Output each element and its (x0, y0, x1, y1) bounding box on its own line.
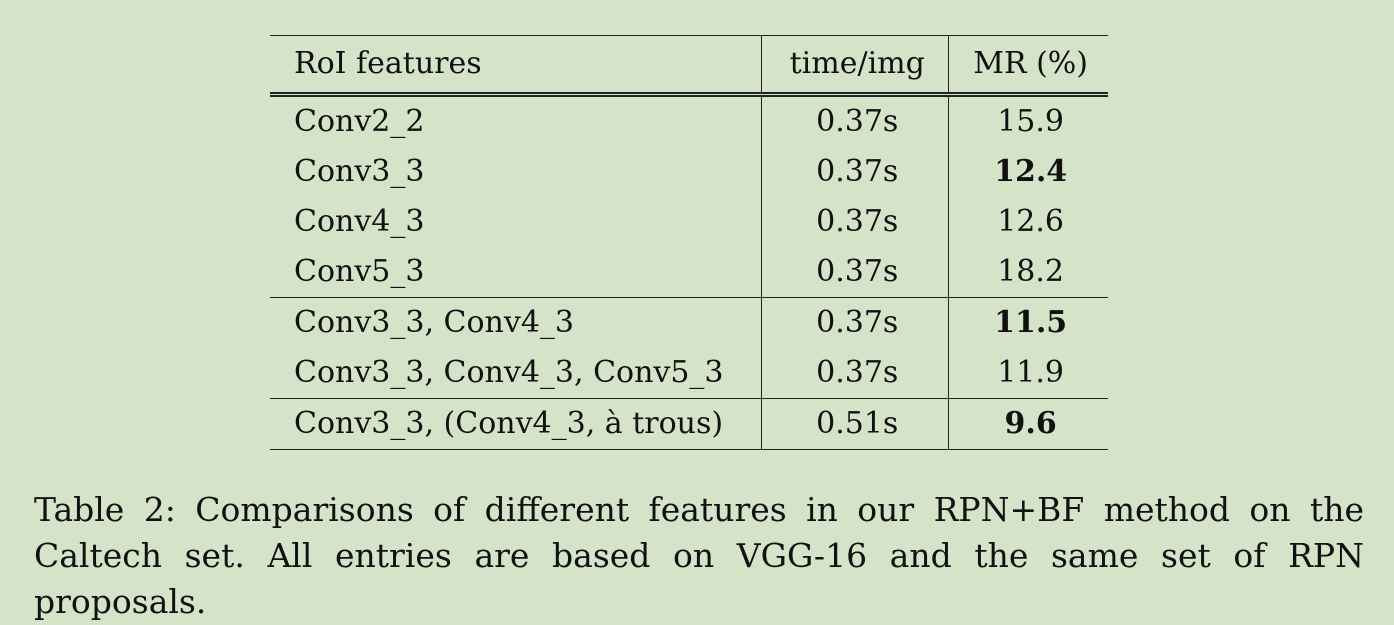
feature-cell: Conv5_3 (270, 247, 762, 298)
feature-cell: Conv3_3 (294, 154, 425, 189)
feature-cell: Conv3_3, (Conv4_3, à trous) (270, 398, 762, 450)
feature-cell: Conv3_3, Conv4_3, Conv5_3 (270, 348, 762, 399)
table-row: Conv3_3 0.37s 12.4 (270, 147, 1108, 197)
table-row: Conv4_3 0.37s 12.6 (270, 197, 1108, 247)
mr-cell: 11.9 (948, 348, 1108, 399)
time-cell: 0.37s (761, 348, 950, 399)
table-header-row: RoI features time/img MR (%) (270, 35, 1108, 97)
table-caption: Table 2: Comparisons of different featur… (34, 490, 1364, 621)
results-table: RoI features time/img MR (%) Conv2_2 0.3… (270, 35, 1108, 450)
mr-cell: 11.5 (994, 305, 1068, 340)
header-time-per-img: time/img (761, 35, 950, 97)
feature-cell: Conv2_2 (294, 104, 425, 139)
time-cell: 0.37s (761, 247, 950, 298)
time-cell: 0.37s (761, 297, 950, 348)
time-cell: 0.37s (761, 147, 950, 197)
mr-cell: 15.9 (997, 104, 1065, 139)
feature-cell: Conv3_3, Conv4_3 (294, 305, 574, 340)
mr-cell: 9.6 (948, 398, 1108, 450)
header-mr: MR (%) (948, 35, 1108, 97)
header-roi-features: RoI features (270, 35, 762, 97)
mr-cell: 12.4 (994, 154, 1068, 189)
table-row: Conv2_2 0.37s 15.9 (270, 94, 1108, 147)
table-row: Conv3_3, Conv4_3 0.37s 11.5 (270, 297, 1108, 348)
time-cell: 0.37s (761, 94, 950, 147)
table-row: Conv5_3 0.37s 18.2 (270, 247, 1108, 298)
feature-cell: Conv4_3 (294, 204, 425, 239)
mr-cell: 18.2 (948, 247, 1108, 298)
table-row: Conv3_3, (Conv4_3, à trous) 0.51s 9.6 (270, 398, 1108, 450)
table-row: Conv3_3, Conv4_3, Conv5_3 0.37s 11.9 (270, 348, 1108, 399)
time-cell: 0.37s (761, 197, 950, 247)
mr-cell: 12.6 (997, 204, 1065, 239)
time-cell: 0.51s (761, 398, 950, 450)
